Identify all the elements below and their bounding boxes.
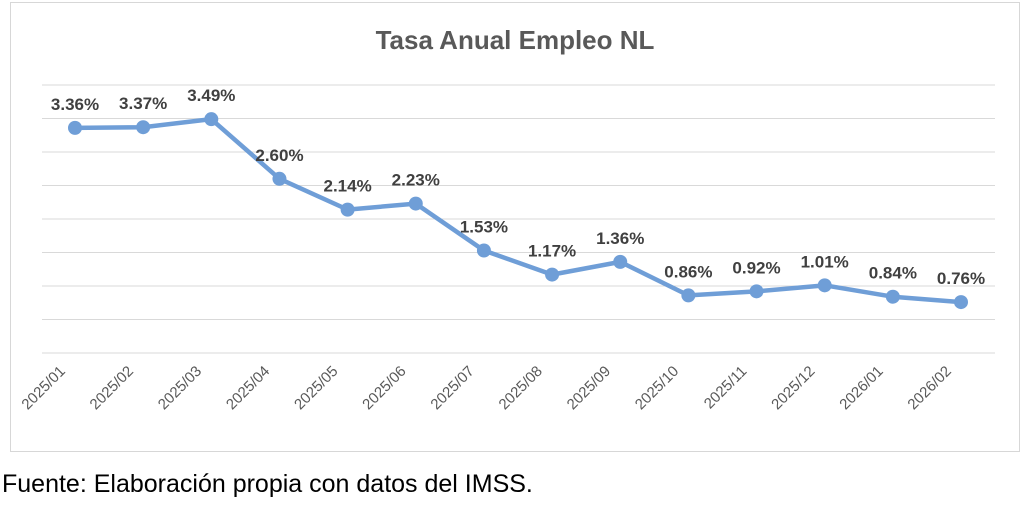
data-label: 1.01%	[801, 252, 849, 271]
data-point-marker	[476, 243, 491, 258]
chart-container: 3.36% 3.37% 3.49% 2.60% 2.14% 2.23% 1.53% 1.17%…	[10, 2, 1020, 452]
data-point-marker	[204, 112, 219, 127]
data-point-marker	[340, 202, 355, 217]
x-tick-label: 2025/04	[223, 363, 273, 413]
data-point-marker	[681, 288, 696, 303]
x-tick-label: 2025/09	[564, 363, 614, 413]
x-tick-label: 2025/12	[768, 363, 818, 413]
data-point-marker	[408, 196, 423, 211]
data-label: 0.92%	[732, 258, 780, 277]
data-point-marker	[272, 171, 287, 186]
data-point-marker	[613, 254, 628, 269]
data-label: 2.60%	[255, 146, 303, 165]
data-label: 1.53%	[460, 217, 508, 236]
data-label: 0.76%	[937, 269, 985, 288]
x-tick-label: 2025/02	[87, 363, 137, 413]
x-tick-label: 2025/03	[155, 363, 205, 413]
data-label: 2.14%	[324, 177, 372, 196]
x-tick-label: 2025/08	[496, 363, 546, 413]
x-tick-label: 2025/11	[701, 363, 751, 413]
x-tick-label: 2026/01	[836, 363, 886, 413]
data-label: 0.84%	[869, 264, 917, 283]
data-point-marker	[136, 120, 151, 135]
x-tick-label: 2025/10	[632, 363, 682, 413]
x-tick-label: 2026/02	[904, 363, 954, 413]
data-point-marker	[68, 120, 82, 135]
data-label: 3.36%	[51, 95, 99, 114]
x-tick-label: 2025/06	[359, 363, 409, 413]
data-label: 3.49%	[187, 86, 235, 105]
data-label: 0.86%	[664, 262, 712, 281]
data-label: 1.17%	[528, 242, 576, 261]
data-label: 3.37%	[119, 94, 167, 113]
line-chart: 3.36% 3.37% 3.49% 2.60% 2.14% 2.23% 1.53% 1.17%…	[18, 84, 995, 413]
x-tick-label: 2025/05	[291, 363, 341, 413]
data-label: 1.36%	[596, 229, 644, 248]
x-tick-label: 2025/07	[427, 363, 477, 413]
data-label: 2.23%	[392, 171, 440, 190]
series-line	[72, 116, 964, 305]
data-point-marker	[817, 278, 832, 293]
x-tick-label: 2025/01	[18, 363, 68, 413]
data-point-marker	[545, 267, 560, 282]
source-note: Fuente: Elaboración propia con datos del…	[2, 470, 533, 498]
data-point-marker	[954, 295, 968, 310]
data-point-marker	[749, 284, 764, 299]
chart-title: Tasa Anual Empleo NL	[375, 25, 655, 55]
data-point-marker	[885, 289, 900, 304]
